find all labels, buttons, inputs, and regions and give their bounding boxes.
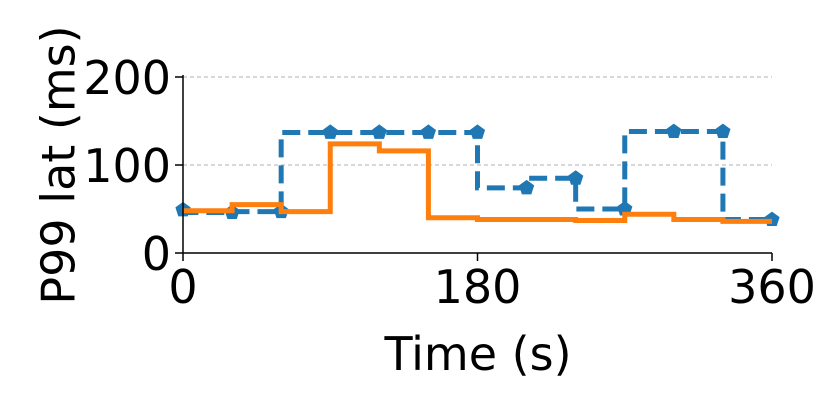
marker <box>519 179 535 195</box>
marker <box>469 124 486 139</box>
y-tick-label: 200 <box>83 51 171 105</box>
marker <box>322 124 338 139</box>
x-tick-label: 180 <box>434 260 522 314</box>
marker <box>420 124 436 139</box>
y-tick-label: 0 <box>142 227 171 281</box>
marker <box>568 170 584 185</box>
marker <box>764 211 780 226</box>
y-axis-label: P99 lat (ms) <box>32 25 86 304</box>
y-tick-label: 100 <box>83 139 171 193</box>
x-tick-label: 0 <box>168 260 197 314</box>
marker <box>715 123 731 138</box>
x-tick-label: 360 <box>728 260 816 314</box>
marker <box>666 123 682 138</box>
series-line <box>183 141 772 224</box>
series-line <box>180 129 772 223</box>
marker <box>371 124 387 139</box>
x-axis-label: Time (s) <box>383 327 571 381</box>
